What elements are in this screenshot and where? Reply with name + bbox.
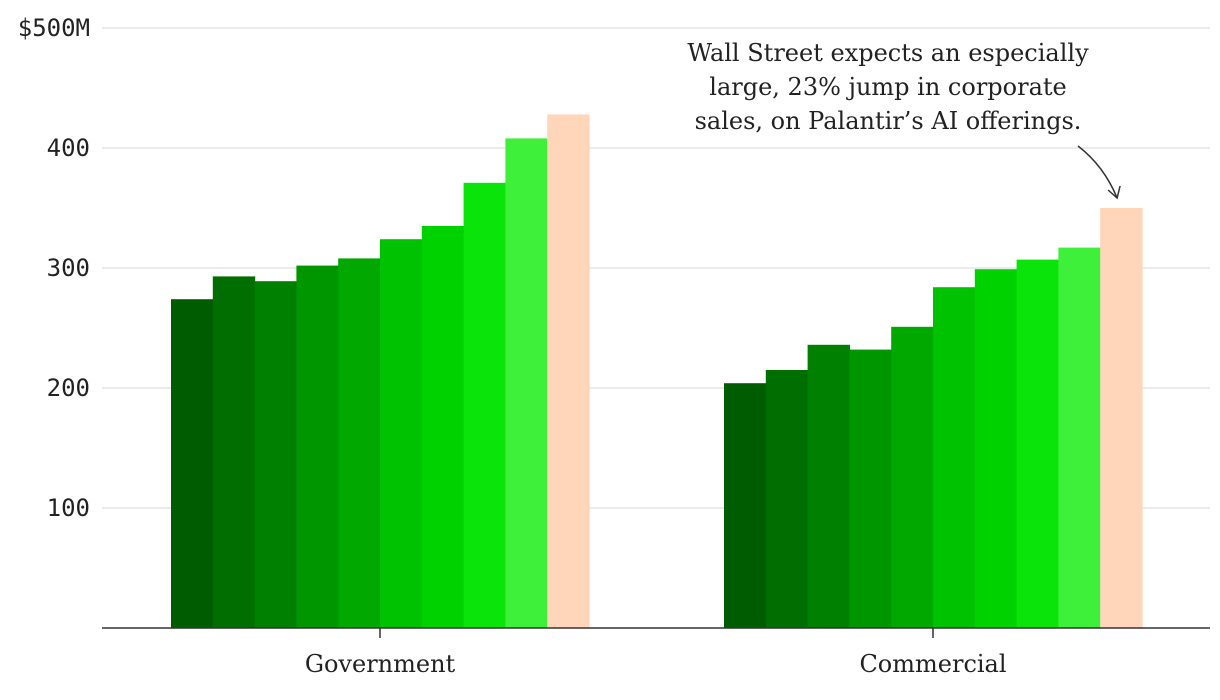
bar bbox=[505, 138, 548, 628]
bar bbox=[1016, 259, 1059, 628]
bar bbox=[338, 258, 381, 628]
y-tick-label: 200 bbox=[47, 374, 90, 402]
category-label: Commercial bbox=[859, 650, 1006, 678]
bar bbox=[380, 239, 423, 628]
y-tick-label: 100 bbox=[47, 494, 90, 522]
category-label: Government bbox=[305, 650, 456, 678]
annotation-arrowhead bbox=[1107, 185, 1121, 200]
y-tick-label: 400 bbox=[47, 134, 90, 162]
annotation-line: large, 23% jump in corporate bbox=[709, 73, 1066, 101]
annotation: Wall Street expects an especially large, … bbox=[687, 39, 1121, 200]
annotation-line: Wall Street expects an especially bbox=[687, 39, 1089, 67]
bar bbox=[1100, 208, 1143, 628]
bar bbox=[974, 269, 1018, 628]
bar bbox=[724, 383, 767, 628]
bar bbox=[891, 326, 934, 628]
bars bbox=[171, 114, 1143, 629]
bar bbox=[254, 281, 297, 628]
bar bbox=[421, 226, 465, 628]
bar bbox=[933, 287, 976, 628]
y-axis-ticks: 100 200 300 400 $500M bbox=[18, 14, 90, 522]
annotation-line: sales, on Palantir’s AI offerings. bbox=[695, 107, 1082, 135]
bar bbox=[1058, 247, 1101, 628]
annotation-arrow bbox=[1077, 145, 1118, 199]
bar bbox=[765, 370, 809, 628]
y-tick-label: $500M bbox=[18, 14, 90, 42]
bar bbox=[547, 114, 590, 628]
bar bbox=[212, 276, 256, 628]
bar bbox=[171, 299, 214, 628]
x-axis: Government Commercial bbox=[102, 627, 1210, 678]
y-tick-label: 300 bbox=[47, 254, 90, 282]
bar bbox=[849, 349, 892, 628]
bar bbox=[296, 265, 339, 628]
bar bbox=[807, 344, 850, 628]
bar bbox=[463, 182, 506, 629]
